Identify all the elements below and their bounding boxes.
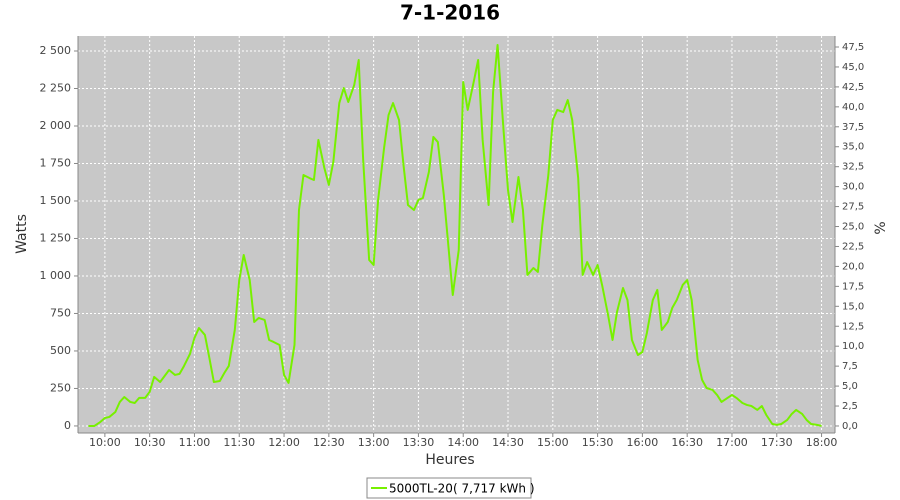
y-tick-label: 1 250 [40, 231, 72, 244]
x-tick-label: 13:30 [403, 436, 435, 449]
x-tick-label: 11:30 [223, 436, 255, 449]
y2-tick-label: 27,5 [842, 202, 864, 213]
y2-tick-label: 32,5 [842, 162, 864, 173]
y2-tick-label: 45,0 [842, 62, 864, 73]
x-tick-label: 16:00 [627, 436, 659, 449]
y2-tick-label: 47,5 [842, 42, 864, 53]
y2-tick-label: 35,0 [842, 142, 864, 153]
x-tick-label: 13:00 [358, 436, 390, 449]
y2-tick-label: 12,5 [842, 321, 864, 332]
x-tick-label: 14:30 [492, 436, 524, 449]
y2-tick-label: 20,0 [842, 261, 864, 272]
x-tick-label: 17:00 [716, 436, 748, 449]
legend-box [366, 477, 532, 499]
x-tick-label: 10:00 [89, 436, 121, 449]
y-tick-label: 2 250 [40, 81, 72, 94]
y2-tick-label: 22,5 [842, 241, 864, 252]
x-axis-title: Heures [425, 452, 474, 468]
x-tick-label: 10:30 [134, 436, 166, 449]
x-tick-label: 12:00 [268, 436, 300, 449]
y-tick-label: 2 500 [40, 44, 72, 57]
y2-tick-label: 15,0 [842, 301, 864, 312]
y-tick-label: 500 [50, 344, 71, 357]
y2-tick-label: 2,5 [842, 401, 858, 412]
y2-tick-label: 37,5 [842, 122, 864, 133]
legend: 5000TL-20( 7,717 kWh ) [366, 477, 535, 499]
y-axis-title: Watts [14, 214, 30, 254]
y2-axis-title: % [873, 221, 889, 234]
y2-tick-label: 40,0 [842, 102, 864, 113]
y-tick-label: 750 [50, 306, 71, 319]
y2-tick-label: 10,0 [842, 341, 864, 352]
x-tick-label: 12:30 [313, 436, 345, 449]
x-tick-label: 14:00 [447, 436, 479, 449]
y2-tick-label: 42,5 [842, 82, 864, 93]
x-tick-label: 15:30 [582, 436, 614, 449]
legend-label: 5000TL-20( 7,717 kWh ) [389, 482, 535, 496]
y-tick-label: 2 000 [40, 119, 72, 132]
x-tick-label: 16:30 [671, 436, 703, 449]
y2-tick-label: 7,5 [842, 361, 858, 372]
y-tick-label: 1 500 [40, 194, 72, 207]
data-line [88, 44, 822, 427]
y2-tick-label: 17,5 [842, 281, 864, 292]
y2-tick-label: 30,0 [842, 182, 864, 193]
y-tick-label: 1 000 [40, 269, 72, 282]
y2-tick-label: 0,0 [842, 421, 858, 432]
y-tick-label: 250 [50, 381, 71, 394]
y2-tick-label: 5,0 [842, 381, 858, 392]
x-tick-label: 18:00 [806, 436, 838, 449]
y2-tick-label: 25,0 [842, 222, 864, 233]
y-tick-label: 1 750 [40, 156, 72, 169]
x-tick-label: 15:00 [537, 436, 569, 449]
chart-title: 7-1-2016 [400, 1, 500, 25]
x-tick-label: 17:30 [761, 436, 793, 449]
y-tick-label: 0 [64, 419, 71, 432]
plot-background [78, 36, 835, 433]
x-tick-label: 11:00 [179, 436, 211, 449]
